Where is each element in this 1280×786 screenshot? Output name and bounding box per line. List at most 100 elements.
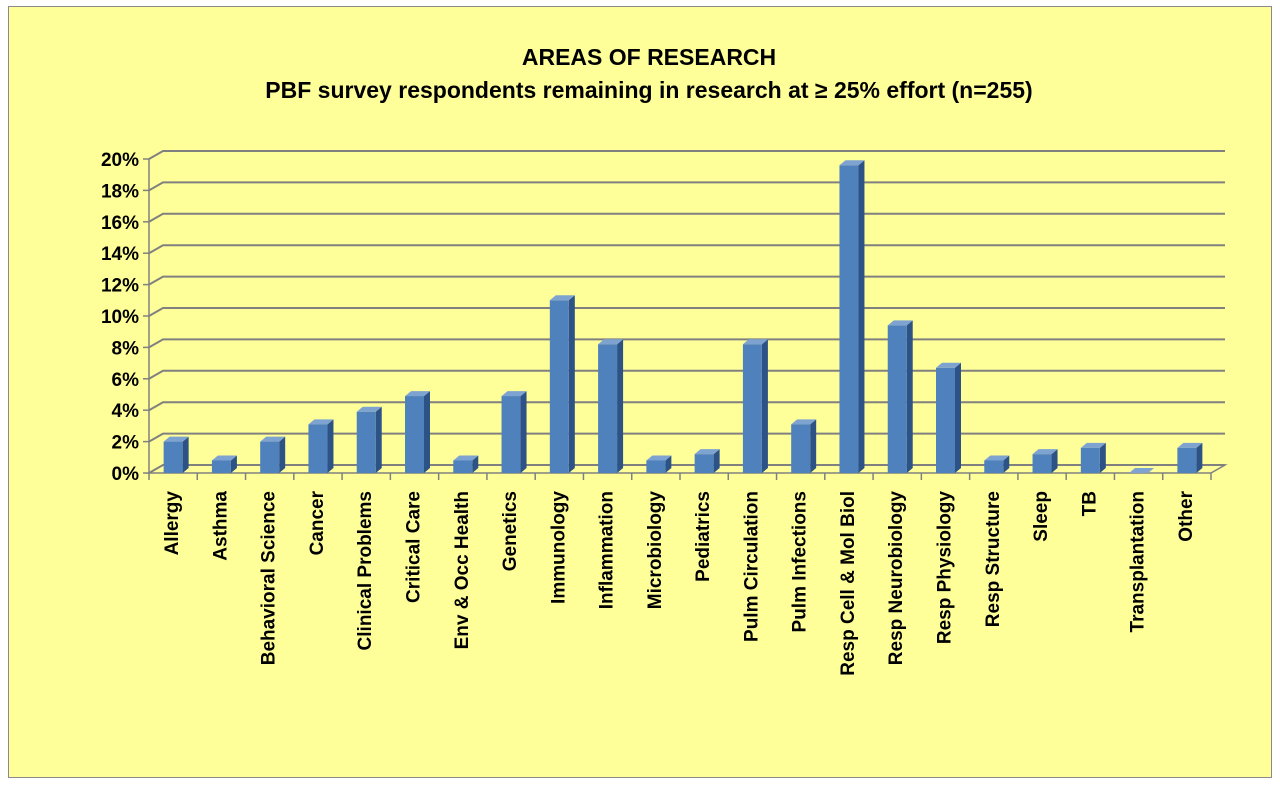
- bar-side: [568, 295, 575, 473]
- x-category-label: Pediatrics: [693, 491, 714, 582]
- bar-side: [375, 406, 382, 473]
- bar: [405, 391, 430, 473]
- bar-top: [936, 362, 961, 368]
- x-category-label: Cancer: [307, 490, 328, 555]
- bar-front: [598, 344, 618, 473]
- bars: [163, 160, 1203, 473]
- bar: [791, 419, 817, 473]
- x-category-label: Sleep: [1031, 491, 1052, 542]
- x-category-label: Behavioral Science: [259, 491, 280, 665]
- x-category-label: Immunology: [548, 491, 569, 604]
- bar-top: [839, 160, 865, 166]
- bar-side: [955, 362, 961, 473]
- x-category-label: Resp Cell & Mol Biol: [838, 491, 859, 676]
- bar-side: [1003, 455, 1010, 473]
- bar: [936, 362, 961, 473]
- x-category-label: Allergy: [162, 491, 183, 556]
- bar-front: [1177, 447, 1197, 473]
- bar: [598, 339, 624, 473]
- y-tick-label: 16%: [101, 213, 139, 234]
- chart-subtitle: PBF survey respondents remaining in rese…: [265, 77, 1032, 103]
- y-tick-label: 8%: [112, 338, 140, 359]
- y-tick-label: 18%: [101, 181, 139, 202]
- y-tick-label: 20%: [101, 150, 139, 171]
- bar-side: [520, 391, 527, 473]
- bar-front: [1032, 454, 1052, 473]
- y-tick-label: 14%: [101, 244, 139, 265]
- bar-top: [984, 455, 1010, 461]
- bar-front: [1080, 447, 1100, 473]
- gridline: [148, 181, 1225, 192]
- bar-top: [501, 391, 527, 397]
- y-tick-label: 12%: [101, 276, 139, 297]
- bar: [308, 419, 334, 473]
- x-category-label: Pulm Circulation: [741, 491, 762, 642]
- bar-top: [308, 419, 334, 425]
- bar-side: [761, 339, 768, 473]
- y-tick-label: 0%: [112, 464, 140, 485]
- bar-front: [791, 424, 811, 473]
- bar: [211, 455, 237, 473]
- bar-top: [163, 436, 189, 442]
- bar: [1177, 442, 1203, 473]
- x-category-label: Env & Occ Health: [452, 491, 473, 649]
- bar: [839, 160, 865, 473]
- bar-top: [791, 419, 817, 425]
- bar-side: [472, 455, 479, 473]
- gridline: [148, 401, 1225, 412]
- bar-side: [1196, 442, 1203, 473]
- x-category-label: Resp Structure: [983, 491, 1004, 627]
- bar-front: [984, 460, 1004, 473]
- bar-front: [936, 367, 955, 473]
- x-category-label: Clinical Problems: [355, 491, 376, 650]
- gridline: [148, 212, 1225, 223]
- chart-title: AREAS OF RESEARCH: [522, 44, 776, 70]
- bar-top: [356, 406, 382, 412]
- bar-top: [646, 455, 672, 461]
- bar-chart: AREAS OF RESEARCH PBF survey respondents…: [101, 44, 1228, 676]
- x-category-label: Genetics: [500, 491, 521, 571]
- x-category-label: TB: [1079, 491, 1100, 516]
- gridline: [148, 338, 1225, 349]
- bar-side: [230, 455, 237, 473]
- x-category-label: Resp Physiology: [935, 491, 956, 645]
- bar-side: [858, 160, 865, 473]
- bar-top: [1129, 468, 1155, 473]
- bar-front: [646, 460, 666, 473]
- bar: [984, 455, 1010, 473]
- bar-top: [694, 449, 720, 455]
- bar-top: [549, 295, 575, 301]
- bar-side: [665, 455, 672, 473]
- bar: [646, 455, 672, 473]
- chart-area: AREAS OF RESEARCH PBF survey respondents…: [8, 6, 1272, 778]
- bar-side: [1051, 449, 1058, 473]
- bar: [742, 339, 768, 473]
- bar-side: [1099, 442, 1106, 473]
- bar-front: [742, 344, 762, 473]
- bar-front: [453, 460, 473, 473]
- bar-side: [424, 391, 430, 473]
- bar: [549, 295, 575, 473]
- bar-side: [279, 436, 286, 473]
- bar: [887, 320, 913, 473]
- bar: [356, 406, 382, 473]
- bar-top: [453, 455, 479, 461]
- y-tick-label: 10%: [101, 307, 139, 328]
- bar: [694, 449, 720, 473]
- bar-top: [1080, 442, 1106, 448]
- bar-front: [260, 441, 280, 473]
- x-category-label: Resp Neurobiology: [886, 491, 907, 666]
- bar-front: [501, 396, 521, 473]
- bar-top: [1032, 449, 1058, 455]
- bar-side: [713, 449, 720, 473]
- bar: [501, 391, 527, 473]
- bar-front: [308, 424, 328, 473]
- gridline: [148, 275, 1225, 286]
- x-category-label: Asthma: [210, 491, 231, 561]
- bar-side: [810, 419, 817, 473]
- x-category-label: Microbiology: [645, 491, 666, 610]
- x-category-label: Pulm Infections: [790, 491, 811, 632]
- axes: [143, 158, 1228, 480]
- x-axis-categories: Allergy Asthma Behavioral Science Cancer Cli…: [162, 490, 1197, 675]
- bar: [453, 455, 479, 473]
